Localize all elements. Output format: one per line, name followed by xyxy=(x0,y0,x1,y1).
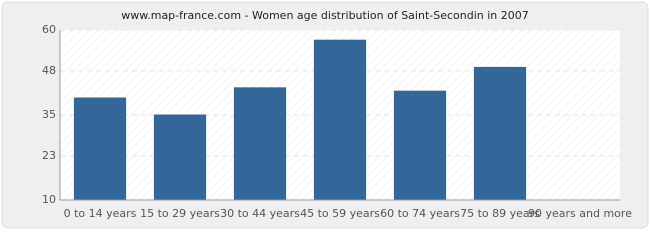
x-tick-label: 15 to 29 years xyxy=(140,207,220,220)
x-tick-label: 75 to 89 years xyxy=(460,207,540,220)
x-tick-label: 90 years and more xyxy=(528,207,632,220)
y-tick-label: 48 xyxy=(42,64,56,77)
x-tick-label: 0 to 14 years xyxy=(64,207,137,220)
bar xyxy=(393,90,447,201)
x-tick-label: 45 to 59 years xyxy=(300,207,380,220)
bar xyxy=(313,39,367,201)
chart: www.map-france.com - Women age distribut… xyxy=(1,1,649,229)
bar xyxy=(153,114,207,201)
y-tick-label: 10 xyxy=(42,193,56,206)
y-tick-label: 35 xyxy=(42,108,56,121)
bar xyxy=(473,66,527,201)
x-tick-label: 60 to 74 years xyxy=(380,207,460,220)
bar xyxy=(233,87,287,201)
bar xyxy=(73,97,127,201)
chart-title: www.map-france.com - Women age distribut… xyxy=(121,9,529,22)
x-tick-label: 30 to 44 years xyxy=(220,207,300,220)
y-tick-label: 60 xyxy=(42,23,56,36)
y-tick-label: 23 xyxy=(42,149,56,162)
